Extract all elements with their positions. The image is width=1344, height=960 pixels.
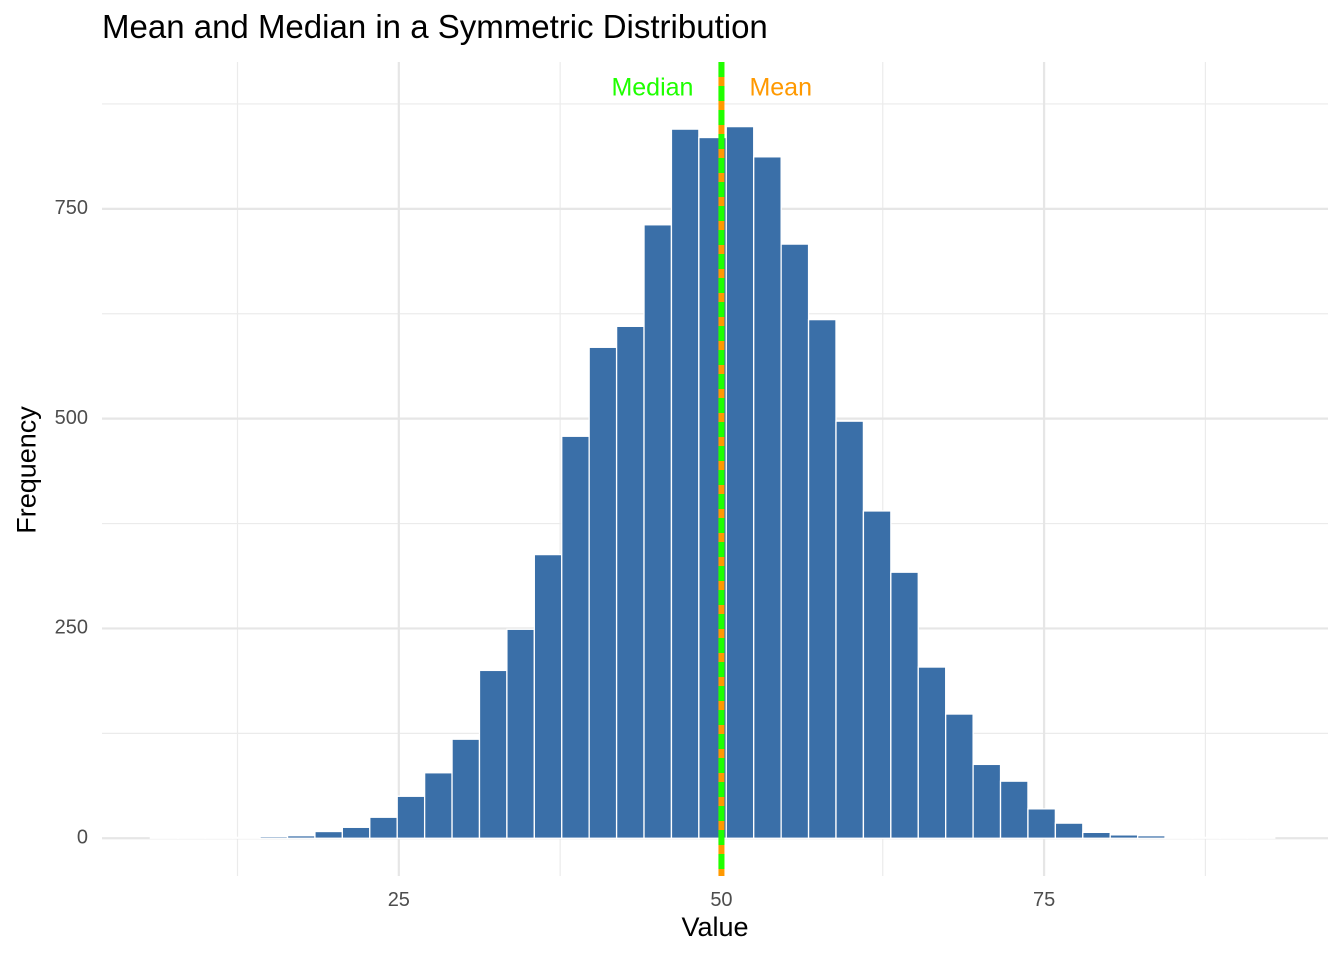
histogram-bar bbox=[890, 571, 919, 839]
histogram-bar bbox=[204, 836, 234, 839]
y-tick-label: 250 bbox=[55, 617, 88, 639]
histogram-bar bbox=[423, 772, 453, 839]
histogram-bar bbox=[314, 830, 344, 839]
histogram-bar bbox=[533, 553, 563, 839]
histogram-bar bbox=[588, 346, 618, 839]
x-tick-label: 75 bbox=[1033, 889, 1055, 911]
histogram-bar bbox=[451, 738, 481, 839]
histogram-bar bbox=[259, 835, 289, 839]
histogram-bar bbox=[999, 780, 1029, 839]
histogram-bar bbox=[753, 156, 782, 839]
histogram-bar bbox=[478, 669, 508, 839]
histogram-bar bbox=[396, 795, 426, 839]
histogram-bar bbox=[149, 836, 179, 839]
mean-label: Mean bbox=[749, 73, 812, 101]
histogram-bar bbox=[780, 243, 810, 839]
y-tick-label: 500 bbox=[55, 407, 88, 429]
histogram-bar bbox=[862, 510, 892, 839]
histogram-bar bbox=[725, 125, 755, 839]
x-tick-label: 25 bbox=[388, 889, 410, 911]
histogram-bar bbox=[615, 325, 645, 839]
histogram-bar bbox=[835, 420, 865, 839]
histogram-bar bbox=[945, 713, 974, 839]
histogram-bar bbox=[286, 835, 316, 839]
histogram-bar bbox=[1164, 836, 1194, 839]
median-label: Median bbox=[611, 73, 693, 101]
histogram-bar bbox=[177, 836, 206, 839]
chart-title: Mean and Median in a Symmetric Distribut… bbox=[102, 8, 768, 45]
histogram-bar bbox=[1246, 836, 1276, 839]
histogram-bar bbox=[807, 318, 837, 839]
histogram-bar bbox=[1191, 836, 1221, 839]
histogram-bar bbox=[670, 128, 700, 839]
histogram-bar bbox=[1136, 835, 1166, 839]
histogram-bar bbox=[1109, 834, 1139, 839]
y-tick-label: 750 bbox=[55, 197, 88, 219]
histogram-bar bbox=[972, 763, 1002, 839]
histogram-bar bbox=[341, 826, 371, 839]
histogram-bar bbox=[1219, 836, 1248, 839]
histogram-bar bbox=[369, 816, 398, 839]
x-tick-label: 50 bbox=[710, 889, 732, 911]
histogram-bar bbox=[643, 224, 673, 839]
histogram-bar bbox=[1054, 822, 1084, 839]
x-axis-title: Value bbox=[681, 912, 749, 942]
y-tick-label: 0 bbox=[77, 827, 88, 849]
histogram-bar bbox=[561, 435, 590, 839]
histogram-bar bbox=[506, 628, 535, 839]
histogram-bar bbox=[1027, 808, 1057, 839]
histogram-bar bbox=[1082, 831, 1111, 839]
histogram-bar bbox=[232, 836, 261, 839]
y-axis-title: Frequency bbox=[11, 406, 42, 534]
histogram-bar bbox=[917, 666, 947, 839]
